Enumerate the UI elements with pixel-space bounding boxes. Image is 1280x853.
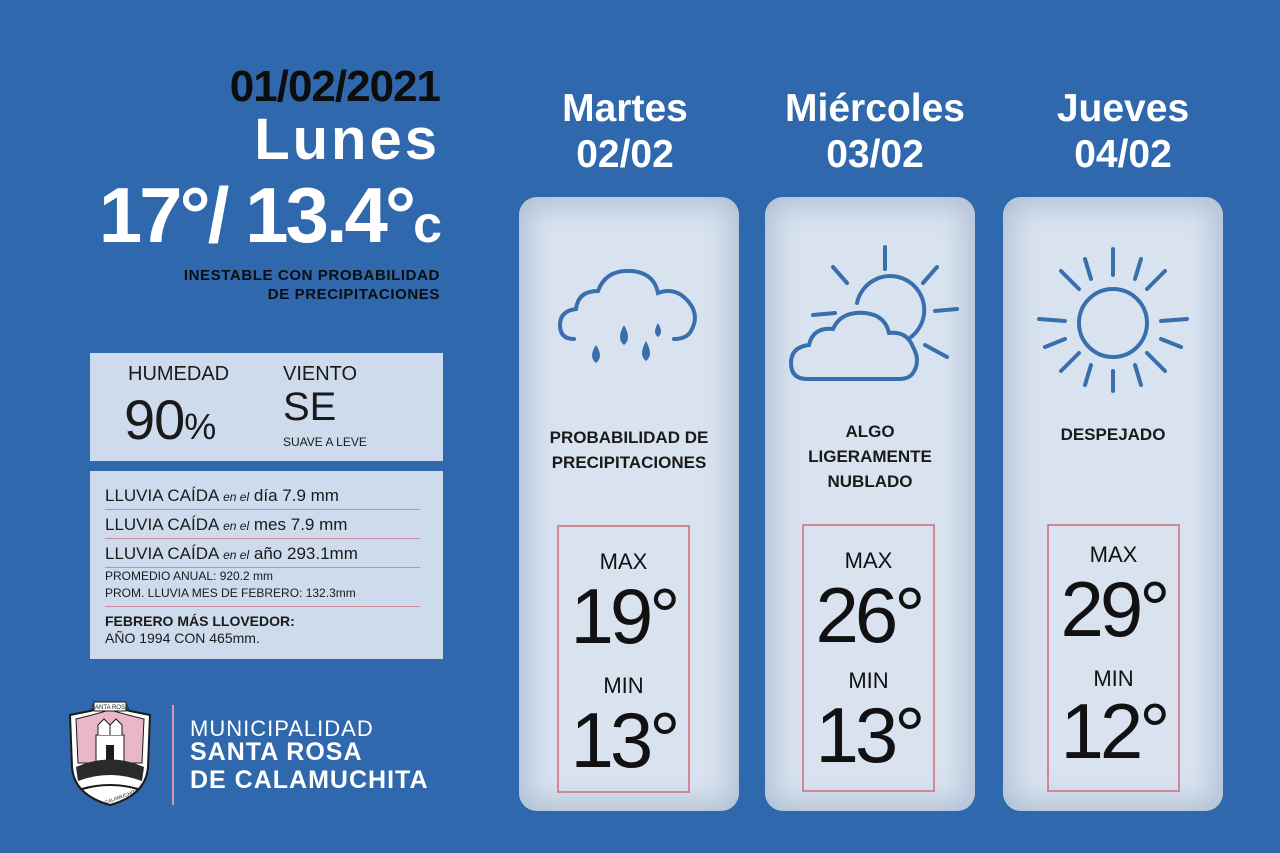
rain-row-label: LLUVIA CAÍDA [105, 544, 219, 563]
temperature-box: MAX 26° MIN 13° [802, 524, 935, 792]
today-temp-max: 17°/ [98, 171, 230, 259]
today-description-line1: INESTABLE CON PROBABILIDAD [183, 267, 440, 284]
wind-label: VIENTO [283, 363, 358, 385]
humidity-wind-panel: HUMEDAD 90% VIENTO SE SUAVE A LEVE [90, 353, 443, 461]
rain-row-value: 7.9 mm [282, 486, 339, 505]
rain-panel: LLUVIA CAÍDA en el día 7.9 mm LLUVIA CAÍ… [90, 471, 443, 659]
rain-row-period: día [253, 486, 278, 505]
rain-stats: PROMEDIO ANUAL: 920.2 mm PROM. LLUVIA ME… [105, 568, 420, 607]
condition-line: LIGERAMENTE [808, 447, 932, 466]
forecast-weekday: Martes [562, 87, 688, 130]
february-average: PROM. LLUVIA MES DE FEBRERO: 132.3mm [105, 586, 356, 600]
max-label: MAX [844, 548, 893, 573]
min-temperature: 12° [1060, 687, 1171, 775]
max-temperature: 19° [570, 572, 681, 660]
municipality-logo: SANTA ROSA CALAMUCHITA [60, 697, 160, 809]
rain-row-value: 7.9 mm [290, 515, 348, 534]
forecast-date: 03/02 [826, 133, 924, 176]
humidity-number: 90 [124, 388, 185, 451]
min-temperature: 13° [570, 696, 681, 784]
annual-average: PROMEDIO ANUAL: 920.2 mm [105, 569, 274, 583]
forecast-card: ALGO LIGERAMENTE NUBLADO MAX 26° MIN 13° [765, 197, 975, 811]
rainiest-february-title: FEBRERO MÁS LLOVEDOR: [105, 613, 295, 629]
min-temperature: 13° [815, 691, 926, 779]
today-description-line2: DE PRECIPITACIONES [267, 286, 440, 303]
today-description: INESTABLE CON PROBABILIDAD DE PRECIPITAC… [80, 266, 440, 304]
forecast-condition: ALGO LIGERAMENTE NUBLADO [760, 419, 980, 494]
municipality-name-line2: DE CALAMUCHITA [190, 766, 429, 794]
partly-cloudy-icon [788, 245, 959, 381]
sun-icon [1037, 247, 1189, 393]
today-date: 01/02/2021 [229, 62, 441, 111]
condition-line: DESPEJADO [1060, 425, 1166, 444]
forecast-condition: PROBABILIDAD DE PRECIPITACIONES [519, 425, 739, 475]
forecast-card: DESPEJADO MAX 29° MIN 12° [1003, 197, 1223, 811]
rain-row-month: LLUVIA CAÍDA en el mes 7.9 mm [105, 512, 420, 539]
today-temp-now: 13.4° [245, 171, 416, 259]
forecast-date: 02/02 [576, 133, 674, 176]
municipality-label: MUNICIPALIDAD [190, 716, 374, 741]
coat-of-arms-icon: SANTA ROSA CALAMUCHITA [68, 701, 152, 807]
forecast-card: PROBABILIDAD DE PRECIPITACIONES MAX 19° … [519, 197, 739, 811]
wind-direction: SE [283, 385, 337, 429]
humidity-label: HUMEDAD [128, 363, 230, 385]
condition-line: PRECIPITACIONES [551, 453, 707, 472]
forecast-day-header: Martes 02/02 [510, 86, 740, 178]
rain-row-em: en el [223, 519, 250, 533]
max-label: MAX [599, 549, 648, 574]
rainiest-february-text: AÑO 1994 CON 465mm. [105, 630, 260, 646]
rain-row-label: LLUVIA CAÍDA [105, 515, 219, 534]
logo-text-top: SANTA ROSA [91, 705, 129, 711]
min-label: MIN [603, 673, 644, 698]
max-temperature: 26° [815, 571, 926, 659]
humidity-value: 90% [124, 387, 216, 452]
humidity-unit: % [184, 406, 216, 447]
rain-row-day: LLUVIA CAÍDA en el día 7.9 mm [105, 483, 420, 510]
condition-line: NUBLADO [827, 472, 913, 491]
rain-row-period: mes [253, 515, 287, 534]
wind-note: SUAVE A LEVE [283, 435, 367, 449]
today-temperature: 17°/ 13.4°c [70, 170, 442, 261]
max-label: MAX [1089, 542, 1138, 567]
today-weekday: Lunes [254, 107, 440, 172]
forecast-date: 04/02 [1074, 133, 1172, 176]
forecast-day-header: Jueves 04/02 [1008, 86, 1238, 178]
rain-cloud-icon [557, 268, 697, 363]
min-label: MIN [848, 668, 889, 693]
temperature-box: MAX 29° MIN 12° [1047, 524, 1180, 792]
condition-line: PROBABILIDAD DE [549, 428, 709, 447]
forecast-condition: DESPEJADO [1003, 422, 1223, 447]
condition-line: ALGO [845, 422, 895, 441]
today-temp-unit: c [413, 196, 442, 254]
rain-row-label: LLUVIA CAÍDA [105, 486, 219, 505]
forecast-weekday: Miércoles [785, 87, 965, 130]
rain-row-period: año [253, 544, 283, 563]
forecast-day-header: Miércoles 03/02 [760, 86, 990, 178]
logo-divider [172, 705, 174, 805]
forecast-weekday: Jueves [1056, 87, 1190, 130]
rain-row-em: en el [223, 490, 250, 504]
rain-row-value: 293.1mm [287, 544, 358, 563]
rain-row-year: LLUVIA CAÍDA en el año 293.1mm [105, 541, 420, 568]
temperature-box: MAX 19° MIN 13° [557, 525, 690, 793]
min-label: MIN [1093, 666, 1134, 691]
rain-row-em: en el [223, 548, 250, 562]
municipality-name-line1: SANTA ROSA [190, 738, 363, 766]
max-temperature: 29° [1060, 565, 1171, 653]
